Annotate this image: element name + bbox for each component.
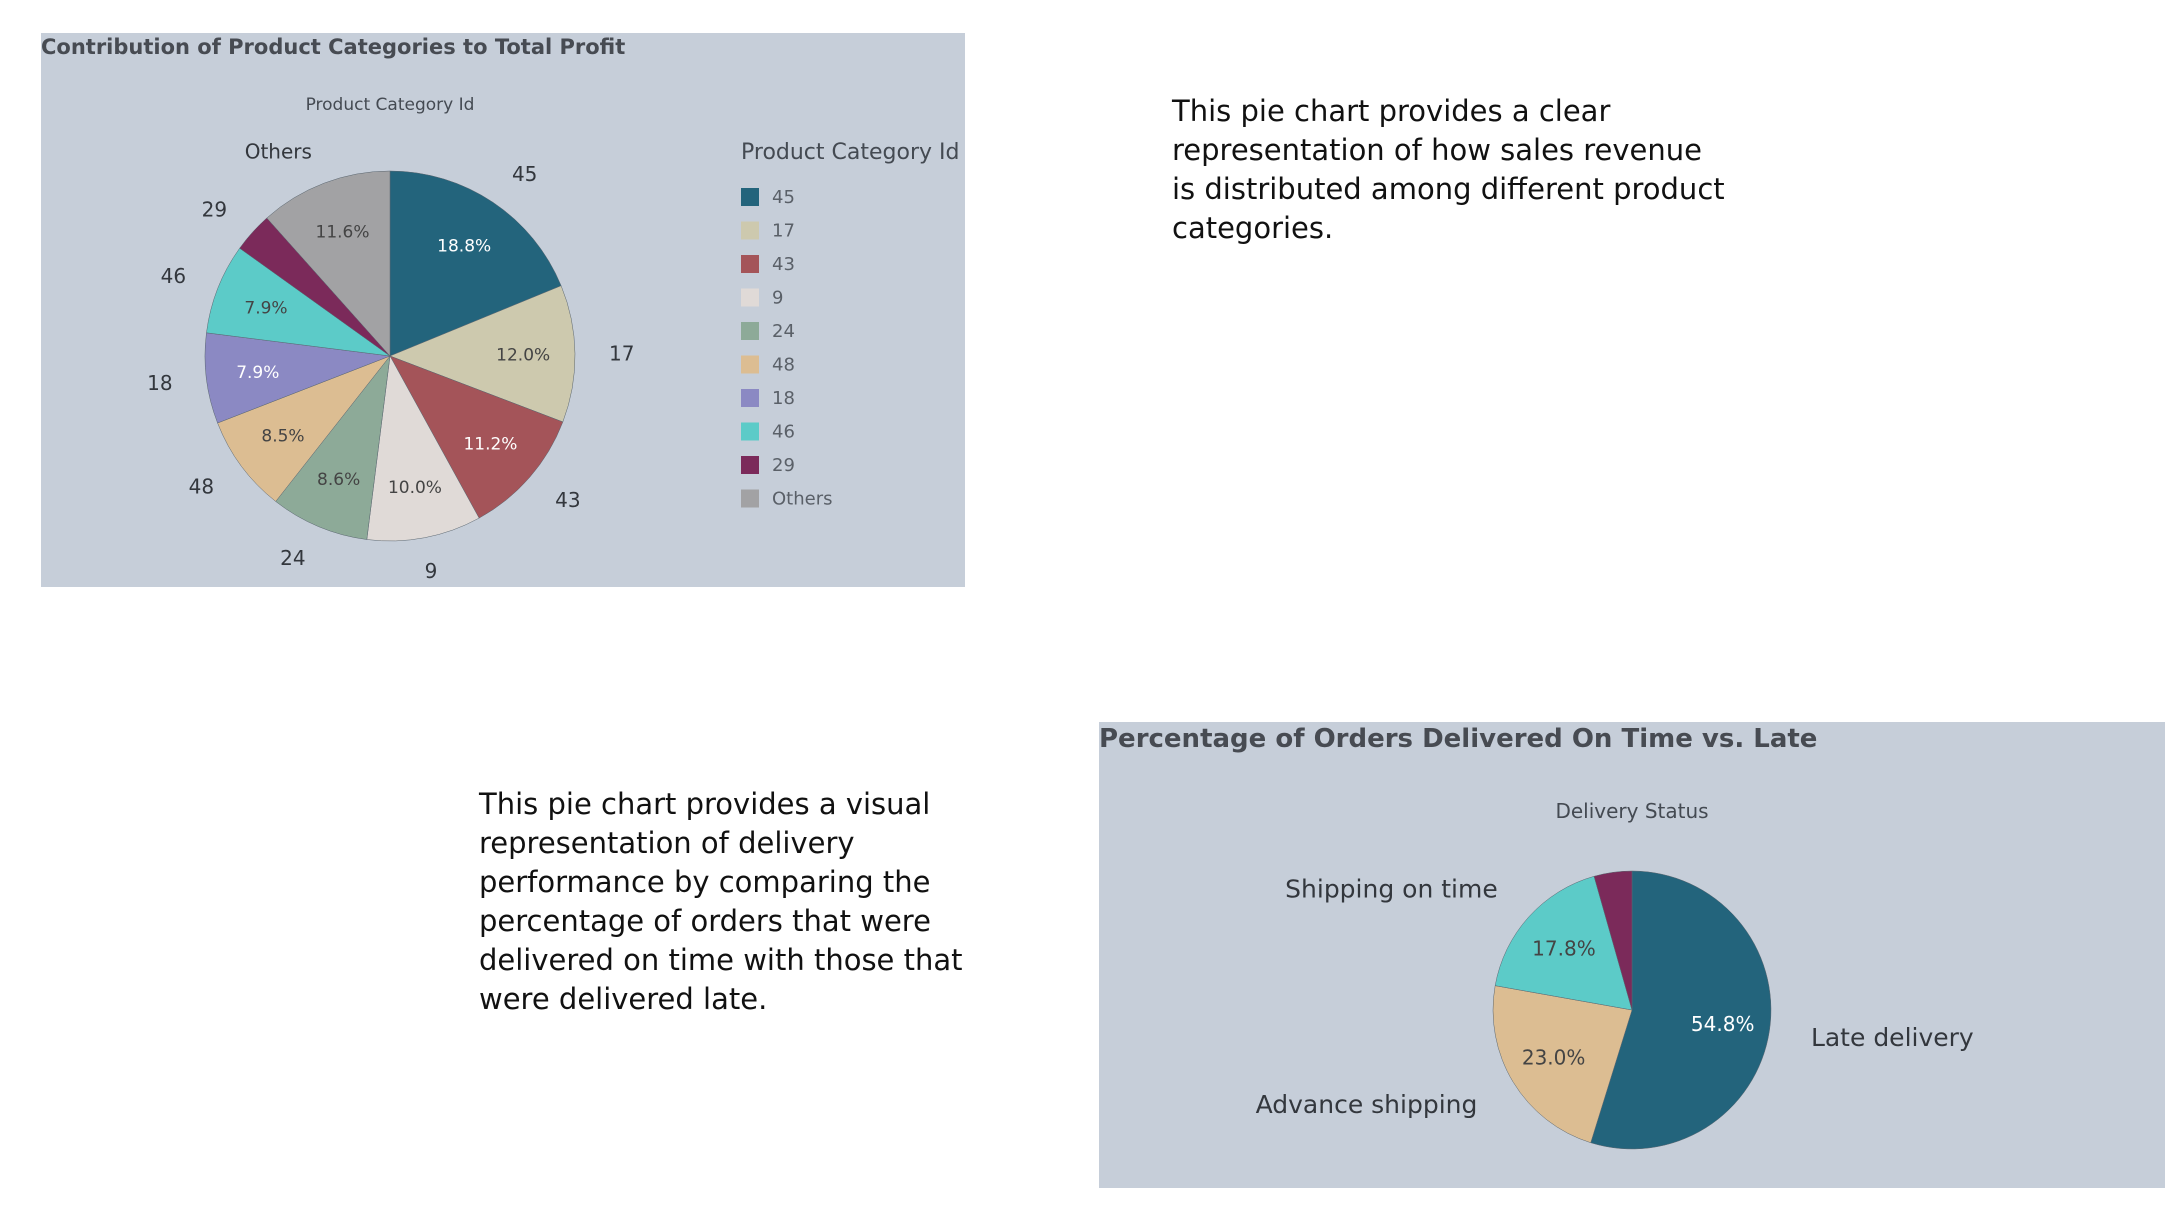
delivery-value-label-shipping-on-time: 17.8% [1532, 936, 1596, 960]
profit-legend-swatch-9 [741, 288, 759, 307]
profit-value-label-46: 7.9% [244, 298, 287, 318]
profit-slice-others [266, 170, 391, 357]
profit-legend-item-43: 43 [772, 254, 795, 275]
profit-slice-17 [389, 285, 576, 423]
profit-legend-item-9: 9 [772, 288, 783, 309]
profit-legend-swatch-29 [741, 456, 759, 474]
profit-legend-swatch-24 [741, 322, 759, 340]
profit-legend-item-17: 17 [772, 221, 795, 242]
delivery-chart-subtitle: Delivery Status [1555, 799, 1708, 823]
profit-legend-swatch-17 [741, 221, 759, 240]
profit-legend-item-46: 46 [772, 422, 795, 443]
profit-value-label-43: 11.2% [463, 434, 517, 454]
profit-category-label-29: 29 [202, 198, 227, 222]
delivery-chart-description: This pie chart provides a visual represe… [479, 787, 963, 1016]
profit-legend-item-others: Others [772, 489, 833, 510]
profit-legend-item-24: 24 [772, 321, 795, 342]
delivery-chart-panel: Percentage of Orders Delivered On Time v… [1099, 722, 2165, 1188]
delivery-value-label-late-delivery: 54.8% [1691, 1012, 1755, 1036]
profit-slice-18 [204, 332, 391, 424]
delivery-slice-late-delivery [1590, 870, 1772, 1150]
profit-chart-subtitle: Product Category Id [306, 95, 475, 115]
profit-chart-title: Contribution of Product Categories to To… [41, 35, 626, 59]
profit-category-label-46: 46 [161, 264, 186, 288]
profit-value-label-24: 8.6% [317, 470, 360, 490]
delivery-value-label-advance-shipping: 23.0% [1522, 1046, 1586, 1070]
profit-category-label-48: 48 [189, 474, 214, 498]
delivery-category-label-shipping-on-time: Shipping on time [1285, 874, 1498, 903]
profit-category-label-18: 18 [147, 371, 172, 395]
profit-category-label-43: 43 [555, 488, 580, 512]
delivery-slice-advance-shipping [1492, 985, 1633, 1144]
delivery-category-label-late-delivery: Late delivery [1811, 1023, 1974, 1052]
profit-slice-9 [366, 355, 480, 542]
delivery-category-label-advance-shipping: Advance shipping [1256, 1090, 1478, 1119]
profit-value-label-48: 8.5% [261, 426, 304, 446]
profit-value-label-9: 10.0% [388, 478, 442, 498]
profit-slice-48 [217, 355, 391, 502]
profit-legend-item-18: 18 [772, 388, 795, 409]
profit-legend-item-48: 48 [772, 355, 795, 376]
profit-value-label-others: 11.6% [316, 223, 370, 243]
delivery-pie-chart: Delivery Status 54.8% 23.0% 17.8% Late del… [1256, 799, 1974, 1150]
delivery-slice-shipping-on-time [1494, 875, 1633, 1011]
profit-category-label-17: 17 [609, 341, 634, 365]
profit-value-label-18: 7.9% [236, 363, 279, 383]
profit-category-label-45: 45 [512, 162, 537, 186]
profit-legend-item-45: 45 [772, 187, 795, 208]
profit-pie-chart: Product Category Id 18.8% 12.0% 11.2% 10.0%… [147, 95, 959, 583]
profit-slice-43 [389, 355, 564, 519]
profit-slice-45 [389, 170, 562, 357]
profit-slice-46 [206, 247, 391, 357]
profit-category-label-24: 24 [280, 546, 305, 570]
profit-legend-title: Product Category Id [741, 140, 959, 165]
delivery-slice-slice-3 [1593, 870, 1633, 1011]
delivery-chart-title: Percentage of Orders Delivered On Time v… [1099, 724, 1818, 754]
profit-legend-swatch-18 [741, 389, 759, 407]
profit-legend-swatch-46 [741, 422, 759, 441]
profit-legend-swatch-others [741, 489, 759, 508]
profit-chart-panel: Contribution of Product Categories to To… [41, 33, 965, 587]
profit-category-label-others: Others [245, 139, 312, 163]
profit-value-label-17: 12.0% [496, 345, 550, 365]
profit-chart-description: This pie chart provides a clear represen… [1172, 94, 1725, 245]
profit-legend-swatch-48 [741, 355, 759, 374]
profit-legend: Product Category Id 45 17 43 9 24 48 18 46 29 Oth… [741, 140, 959, 510]
profit-legend-swatch-45 [741, 188, 759, 206]
profit-category-label-9: 9 [425, 559, 438, 583]
profit-legend-item-29: 29 [772, 455, 795, 476]
profit-legend-swatch-43 [741, 255, 759, 273]
profit-slice-24 [275, 355, 391, 540]
profit-value-label-45: 18.8% [437, 236, 491, 256]
